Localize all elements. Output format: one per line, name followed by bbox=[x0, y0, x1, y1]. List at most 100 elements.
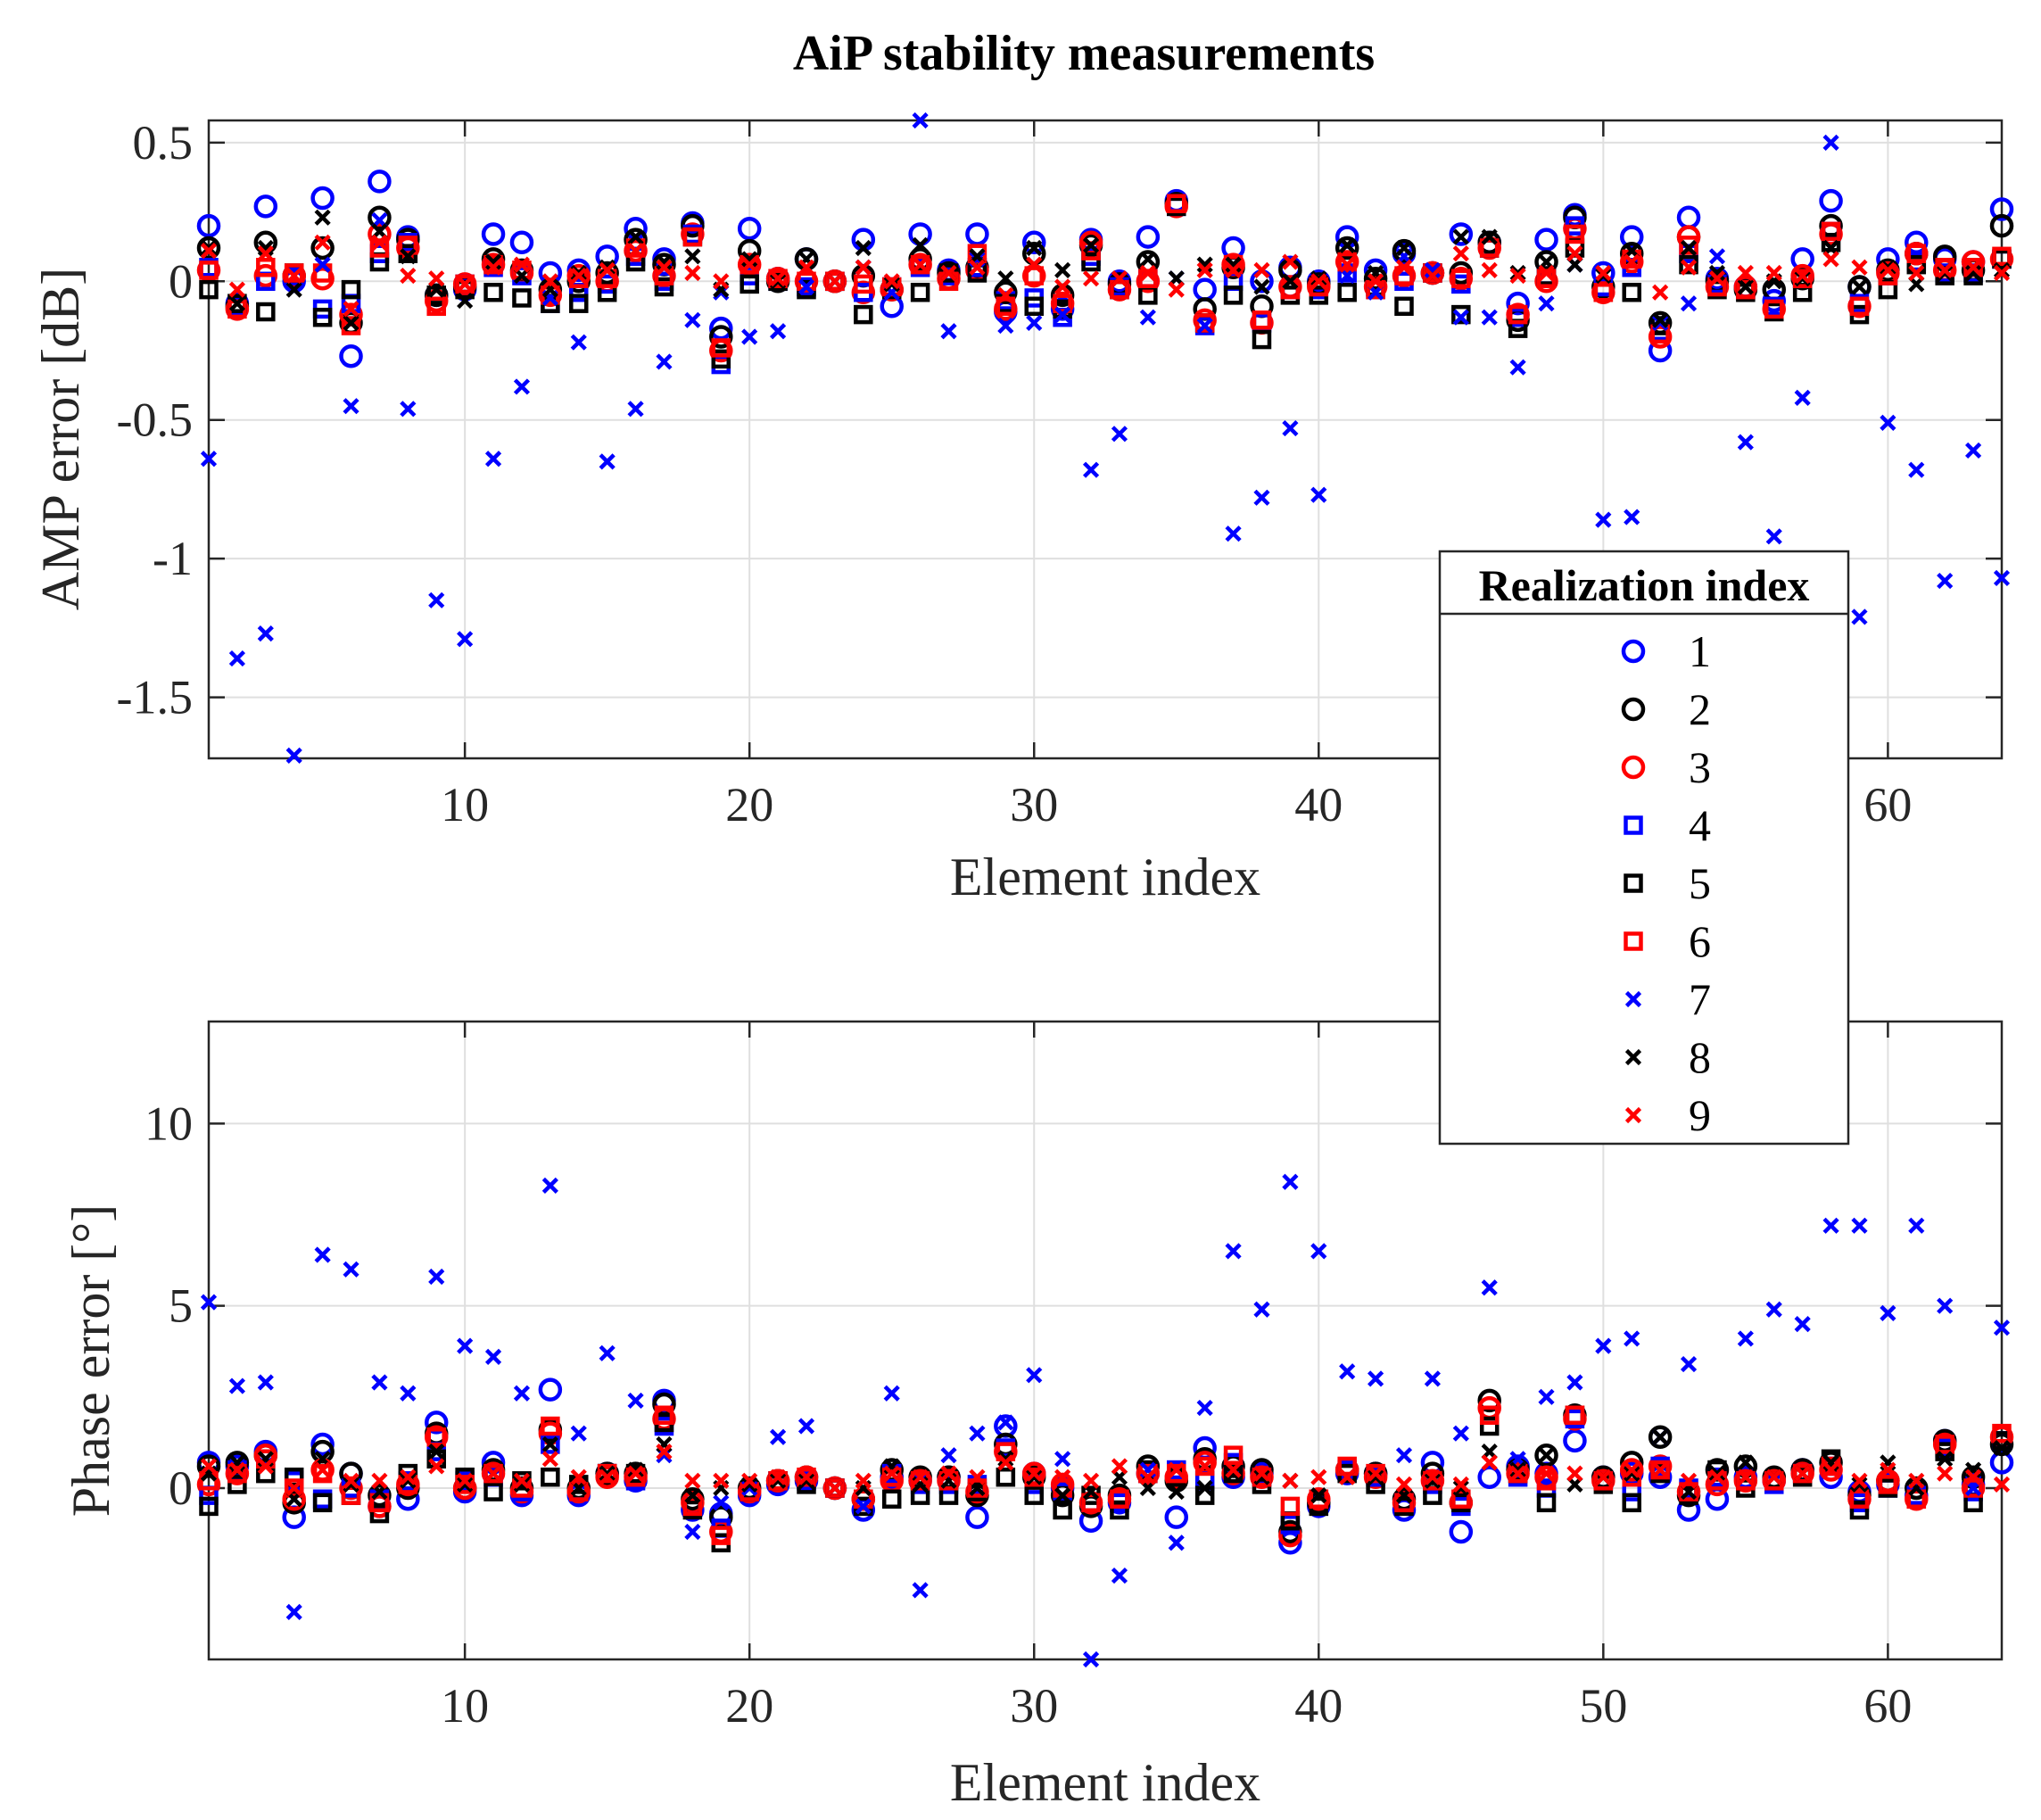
data-point-series-9 bbox=[513, 256, 531, 273]
data-point-series-7 bbox=[1851, 1217, 1868, 1234]
data-point-series-7 bbox=[457, 631, 474, 648]
data-point-series-9 bbox=[912, 256, 929, 273]
data-point-series-1 bbox=[1563, 1428, 1587, 1453]
data-point-series-8 bbox=[1368, 1468, 1384, 1485]
data-point-series-8 bbox=[1538, 1447, 1555, 1464]
data-point-series-1 bbox=[424, 1410, 449, 1435]
data-point-series-2 bbox=[196, 236, 221, 261]
data-point-series-6 bbox=[1423, 1471, 1442, 1491]
amp-y-tick-labels: 0.5 0 -0.5 -1 -1.5 bbox=[117, 116, 193, 724]
data-point-series-8 bbox=[1253, 278, 1270, 295]
x-tick-label: 30 bbox=[1010, 778, 1058, 831]
legend-label-1: 1 bbox=[1689, 626, 1711, 676]
data-point-series-7 bbox=[1310, 1243, 1327, 1260]
legend-marker-9 bbox=[1624, 1106, 1642, 1124]
data-point-series-3 bbox=[253, 263, 278, 288]
data-point-series-9 bbox=[1196, 1458, 1213, 1475]
data-point-series-7 bbox=[1908, 1217, 1925, 1234]
data-point-series-9 bbox=[770, 1468, 787, 1485]
data-point-series-2 bbox=[1477, 1388, 1501, 1413]
data-point-series-9 bbox=[1737, 1468, 1754, 1485]
data-point-series-9 bbox=[457, 1472, 474, 1489]
data-point-series-7 bbox=[1168, 1535, 1185, 1551]
data-point-series-7 bbox=[1908, 461, 1925, 478]
data-point-series-9 bbox=[1424, 267, 1441, 285]
legend-title: Realization index bbox=[1479, 560, 1810, 610]
data-point-series-6 bbox=[1194, 313, 1215, 333]
data-point-series-6 bbox=[398, 236, 418, 255]
data-point-series-3 bbox=[566, 1479, 591, 1504]
data-point-series-8 bbox=[741, 251, 758, 268]
data-point-series-9 bbox=[484, 1465, 502, 1482]
data-point-series-7 bbox=[400, 401, 417, 418]
data-point-series-2 bbox=[1392, 238, 1417, 263]
data-point-series-9 bbox=[1652, 1461, 1669, 1478]
data-point-series-7 bbox=[1937, 572, 1954, 590]
data-point-series-7 bbox=[1481, 309, 1498, 326]
data-point-series-8 bbox=[1139, 251, 1156, 268]
data-point-series-7 bbox=[797, 278, 815, 295]
data-point-series-8 bbox=[1965, 264, 1982, 282]
data-point-series-6 bbox=[541, 1416, 560, 1436]
data-point-series-6 bbox=[625, 238, 646, 258]
phase-y-axis-label: Phase error [°] bbox=[62, 1204, 120, 1518]
data-point-series-7 bbox=[1624, 1330, 1640, 1347]
data-point-series-8 bbox=[627, 1461, 644, 1478]
data-point-series-7 bbox=[484, 451, 502, 467]
data-point-series-7 bbox=[1822, 1217, 1839, 1234]
data-point-series-7 bbox=[770, 1428, 787, 1445]
data-point-series-7 bbox=[1538, 1388, 1555, 1405]
data-point-series-7 bbox=[1196, 317, 1213, 335]
legend-label-5: 5 bbox=[1689, 858, 1711, 908]
data-point-series-6 bbox=[1451, 1489, 1471, 1509]
phase-x-tick-labels: 10 20 30 40 50 60 bbox=[441, 1679, 1912, 1733]
data-point-series-6 bbox=[227, 1463, 247, 1484]
data-point-series-3 bbox=[794, 269, 819, 294]
data-point-series-5 bbox=[227, 1475, 247, 1494]
data-point-series-9 bbox=[1054, 1468, 1071, 1485]
data-point-series-9 bbox=[1624, 1461, 1640, 1478]
data-point-series-9 bbox=[1282, 1472, 1299, 1489]
data-point-series-7 bbox=[1111, 426, 1128, 443]
data-point-series-9 bbox=[541, 273, 558, 290]
data-point-series-9 bbox=[855, 1472, 872, 1489]
data-point-series-9 bbox=[1680, 259, 1698, 276]
data-point-series-5 bbox=[1110, 1500, 1129, 1520]
data-point-series-9 bbox=[940, 264, 957, 282]
data-point-series-2 bbox=[368, 205, 392, 230]
data-point-series-8 bbox=[684, 248, 701, 265]
data-point-series-9 bbox=[1481, 1454, 1498, 1471]
data-point-series-1 bbox=[538, 1377, 563, 1402]
data-point-series-9 bbox=[1082, 1472, 1100, 1489]
data-point-series-7 bbox=[1253, 1301, 1270, 1318]
data-point-series-9 bbox=[1566, 1465, 1583, 1482]
data-point-series-9 bbox=[1225, 261, 1242, 278]
data-point-series-8 bbox=[741, 1476, 758, 1493]
data-point-series-8 bbox=[627, 228, 644, 245]
data-point-series-7 bbox=[1794, 389, 1811, 406]
data-point-series-9 bbox=[1937, 261, 1954, 278]
data-point-series-9 bbox=[285, 1479, 302, 1497]
data-point-series-8 bbox=[1680, 239, 1698, 257]
data-point-series-1 bbox=[339, 343, 363, 368]
data-point-series-3 bbox=[1733, 1468, 1758, 1493]
data-point-series-9 bbox=[912, 1468, 929, 1485]
data-point-series-7 bbox=[570, 334, 587, 351]
data-point-series-9 bbox=[1937, 1465, 1954, 1482]
data-point-series-7 bbox=[599, 1344, 616, 1361]
data-point-series-9 bbox=[1424, 1468, 1441, 1485]
data-point-series-8 bbox=[1708, 1465, 1726, 1482]
data-point-series-9 bbox=[1880, 1461, 1896, 1478]
data-point-series-6 bbox=[654, 1405, 674, 1426]
data-point-series-8 bbox=[912, 236, 929, 253]
data-point-series-8 bbox=[1509, 1461, 1526, 1478]
data-point-series-3 bbox=[851, 280, 876, 304]
data-point-series-7 bbox=[997, 317, 1014, 335]
data-point-series-9 bbox=[656, 259, 673, 276]
data-point-series-5 bbox=[284, 1467, 304, 1487]
legend-marker-4 bbox=[1624, 815, 1643, 835]
legend: Realization index 1 2 3 4 5 6 7 8 9 bbox=[1438, 550, 1850, 1146]
data-point-series-6 bbox=[711, 1526, 731, 1545]
